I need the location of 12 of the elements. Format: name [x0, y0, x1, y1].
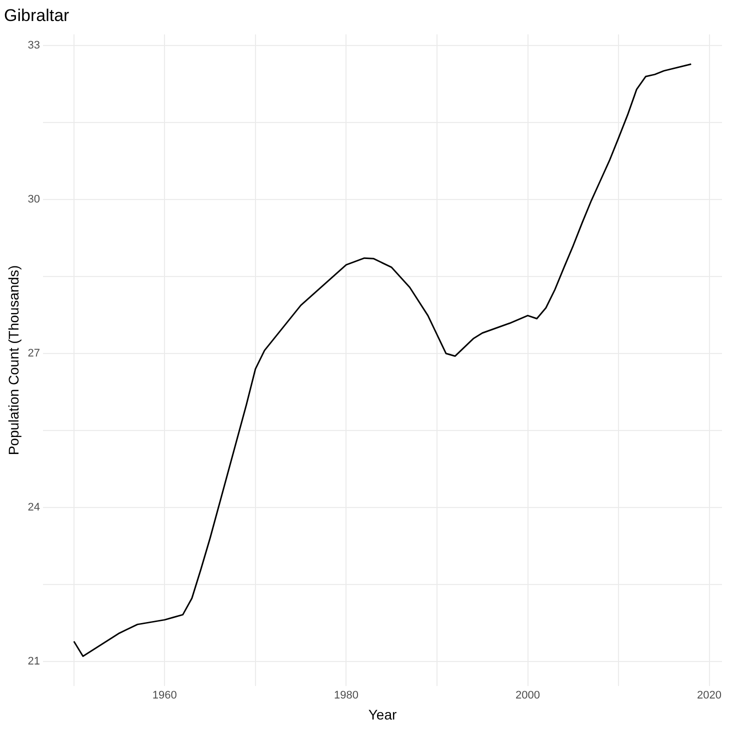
y-axis-title: Population Count (Thousands): [5, 265, 22, 456]
x-tick-label: 1980: [334, 690, 358, 702]
y-tick-label: 24: [28, 501, 40, 514]
x-tick-label: 2000: [516, 690, 540, 702]
x-tick-label: 1960: [152, 690, 177, 702]
x-tick-label: 2020: [697, 690, 722, 702]
y-tick-label: 21: [28, 655, 40, 668]
y-tick-label: 27: [28, 348, 40, 360]
y-tick-label: 33: [28, 40, 40, 52]
x-axis-title: Year: [368, 706, 397, 722]
y-tick-label: 30: [28, 194, 40, 206]
chart-title: Gibraltar: [4, 6, 70, 25]
